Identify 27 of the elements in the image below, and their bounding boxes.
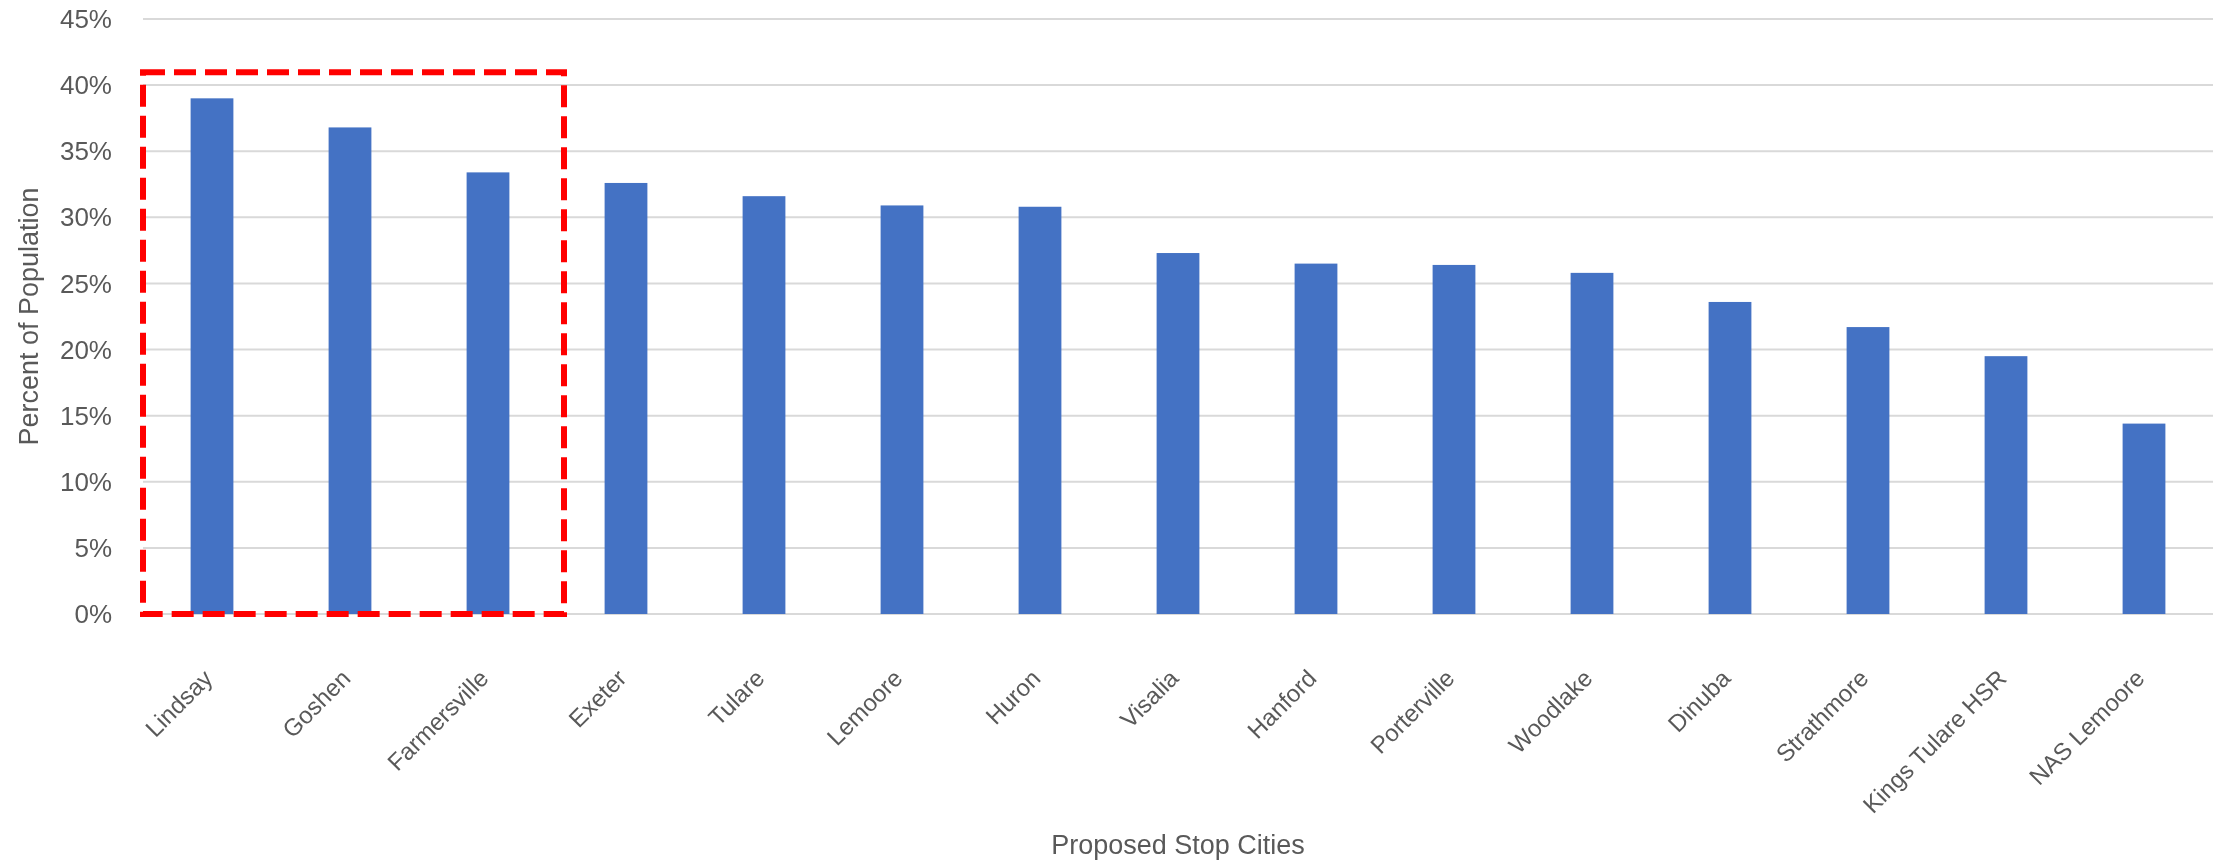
bar	[190, 98, 234, 614]
bar	[2122, 423, 2166, 614]
bar	[1018, 206, 1062, 614]
bar	[1984, 356, 2028, 614]
y-tick-label: 15%	[59, 400, 112, 431]
bar	[1156, 253, 1200, 614]
bar	[604, 182, 648, 614]
bar	[1846, 327, 1890, 614]
y-tick-label: 25%	[59, 268, 112, 299]
bar	[1294, 263, 1338, 614]
y-tick-label: 0%	[74, 599, 112, 630]
y-tick-label: 10%	[59, 466, 112, 497]
y-tick-label: 45%	[59, 4, 112, 35]
bar	[1432, 264, 1476, 614]
bar	[880, 205, 924, 614]
y-axis-title: Percent of Population	[14, 187, 44, 446]
y-tick-label: 40%	[59, 70, 112, 101]
bar	[466, 172, 510, 614]
x-axis-title: Proposed Stop Cities	[1051, 830, 1305, 860]
bar	[328, 127, 372, 614]
bar	[742, 196, 786, 614]
bar	[1570, 272, 1614, 614]
y-tick-label: 35%	[59, 136, 112, 167]
y-tick-label: 20%	[59, 334, 112, 365]
y-tick-label: 30%	[59, 202, 112, 233]
bar	[1708, 301, 1752, 614]
y-tick-label: 5%	[74, 532, 112, 563]
